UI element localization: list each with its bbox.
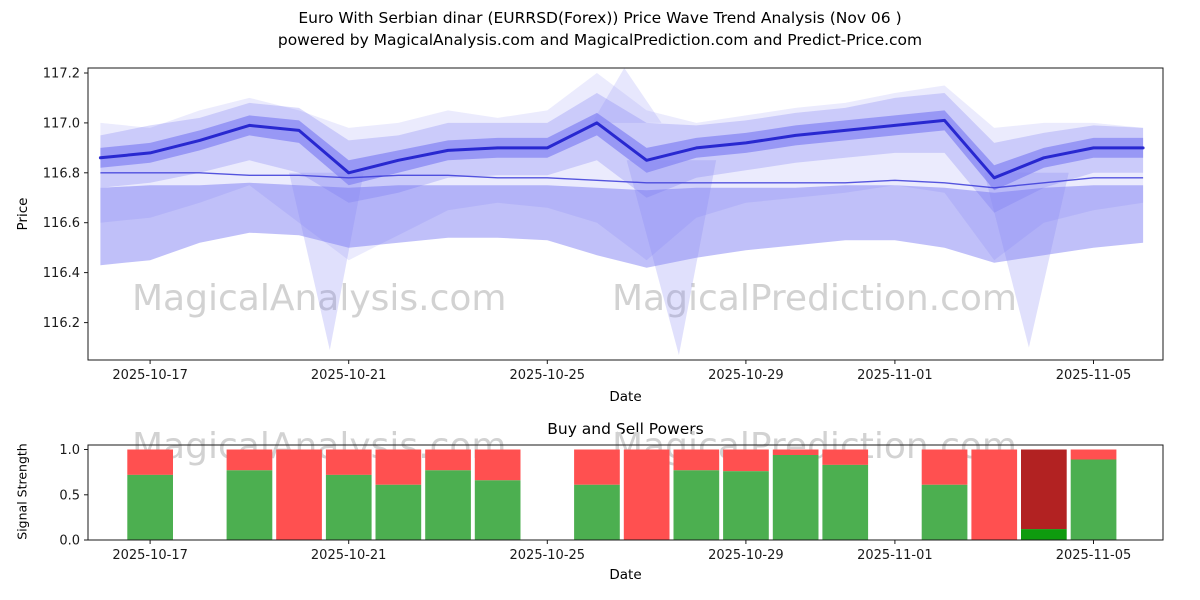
- sell-bar-segment: [375, 449, 422, 485]
- price-ytick-label: 117.0: [43, 116, 80, 131]
- price-xtick-label: 2025-10-25: [510, 368, 586, 383]
- price-ytick-label: 116.4: [43, 266, 80, 281]
- sell-bar-segment: [474, 449, 521, 481]
- price-watermarks: MagicalAnalysis.com MagicalPrediction.com: [132, 278, 1017, 319]
- main-trend-line: [98, 118, 1145, 180]
- price-xtick-label: 2025-11-01: [857, 368, 933, 383]
- sell-bar-segment: [574, 449, 620, 485]
- signal-bars: [127, 449, 1117, 540]
- sell-bar-segment: [772, 449, 819, 455]
- price-xtick-label: 2025-10-21: [311, 368, 387, 383]
- buy-bar-segment: [1070, 459, 1117, 540]
- sell-bar-segment: [1021, 449, 1067, 530]
- price-ytick-label: 117.2: [43, 67, 80, 82]
- sell-bar-segment: [425, 449, 471, 471]
- price-ytick-label: 116.8: [43, 166, 80, 181]
- price-xtick-label: 2025-11-05: [1056, 368, 1132, 383]
- sell-bar-segment: [723, 449, 769, 472]
- signal-xtick-label: 2025-11-01: [857, 548, 933, 563]
- signal-axes: 0.0 0.5 1.0 2025-10-17 2025-10-21 2025-10-25 2…: [59, 443, 1164, 563]
- down-spike-3: [984, 172, 1069, 348]
- buy-bar-segment: [474, 480, 521, 540]
- down-spike-1: [289, 172, 364, 350]
- band-low_band: [100, 182, 1144, 268]
- figure-title-line1: Euro With Serbian dinar (EURRSD(Forex)) …: [298, 9, 902, 27]
- sell-bar-segment: [226, 449, 273, 471]
- price-axes: 116.2 116.4 116.6 116.8 117.0 117.2 2025-10-17…: [43, 67, 1164, 383]
- mid-trend-line: [100, 172, 1144, 189]
- up-spike-1: [592, 68, 662, 123]
- sell-bar-segment: [673, 449, 720, 471]
- band-outer_fuzz: [100, 73, 1144, 261]
- price-ytick-label: 116.2: [43, 316, 80, 331]
- price-xtick-label: 2025-10-29: [708, 368, 784, 383]
- buy-bar-segment: [127, 474, 173, 540]
- sell-bar-segment: [921, 449, 968, 485]
- signal-xtick-label: 2025-10-21: [311, 548, 387, 563]
- signal-x-axis-label: Date: [609, 567, 642, 583]
- buy-bar-segment: [375, 484, 422, 540]
- sell-bar-segment: [127, 449, 173, 475]
- price-trend-lines: [98, 118, 1145, 189]
- watermark-magicalanalysis: MagicalAnalysis.com: [132, 278, 506, 319]
- price-xtick-label: 2025-10-17: [112, 368, 188, 383]
- sell-bar-segment: [822, 449, 869, 465]
- buy-bar-segment: [822, 464, 869, 540]
- down-spike-2: [626, 160, 717, 355]
- sell-bar-segment: [1070, 449, 1117, 460]
- signal-ytick-label: 0.0: [59, 534, 80, 549]
- buy-bar-segment: [921, 484, 968, 540]
- sell-bar-segment: [276, 449, 322, 540]
- signal-xtick-label: 2025-11-05: [1056, 548, 1132, 563]
- sell-bar-segment: [971, 449, 1018, 540]
- signal-xtick-label: 2025-10-17: [112, 548, 188, 563]
- buy-bar-segment: [772, 455, 819, 540]
- signal-chart-title: Buy and Sell Powers: [547, 420, 704, 438]
- watermark-magicalprediction: MagicalPrediction.com: [612, 278, 1017, 319]
- sell-bar-segment: [325, 449, 372, 475]
- buy-bar-segment: [425, 470, 471, 540]
- price-x-axis-label: Date: [609, 389, 642, 405]
- figure-title-line2: powered by MagicalAnalysis.com and Magic…: [277, 31, 923, 49]
- buy-bar-segment: [723, 471, 769, 540]
- signal-ytick-label: 0.5: [59, 488, 80, 503]
- signal-xtick-label: 2025-10-29: [708, 548, 784, 563]
- band-outer_band: [100, 93, 1144, 213]
- price-ytick-label: 116.6: [43, 216, 80, 231]
- signal-ytick-label: 1.0: [59, 443, 80, 458]
- buy-bar-segment: [574, 484, 620, 540]
- sell-bar-segment: [623, 449, 670, 540]
- buy-bar-segment: [1021, 529, 1067, 540]
- buy-bar-segment: [226, 470, 273, 540]
- buy-bar-segment: [673, 470, 720, 540]
- signal-xtick-label: 2025-10-25: [510, 548, 586, 563]
- buy-bar-segment: [325, 474, 372, 540]
